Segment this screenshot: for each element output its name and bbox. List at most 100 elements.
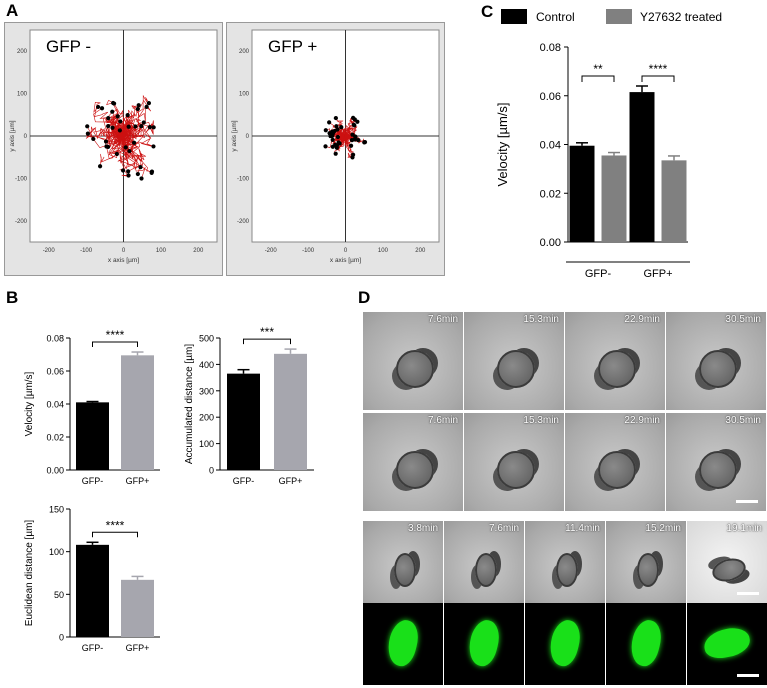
- y-tick-label: 200: [239, 49, 250, 55]
- track-endpoint: [337, 141, 342, 146]
- track-endpoint: [362, 139, 368, 145]
- cell-track: [120, 104, 138, 137]
- track-endpoint: [126, 169, 131, 174]
- timestamp-label: 22.9min: [624, 314, 660, 325]
- gfp-cell: [626, 617, 666, 669]
- timestamp-label: 7.6min: [427, 415, 458, 426]
- track-endpoint: [333, 142, 338, 147]
- track-endpoint: [350, 155, 355, 160]
- track-endpoint: [335, 134, 341, 140]
- brightfield-frame: 11.4min: [525, 521, 605, 603]
- cell: [396, 350, 434, 388]
- plot-title: GFP -: [46, 37, 91, 56]
- significance-stars: ****: [649, 62, 668, 76]
- y-tick-label: 150: [49, 505, 64, 515]
- significance-stars: ****: [106, 518, 125, 532]
- track-endpoint: [138, 165, 143, 170]
- panel-letter-c: C: [481, 2, 494, 21]
- track-endpoint: [144, 104, 149, 109]
- brightfield-frame: 15.3min: [464, 413, 564, 511]
- track-endpoint: [147, 125, 152, 130]
- track-endpoint: [125, 112, 130, 118]
- cell-track: [119, 135, 140, 172]
- accumulated-distance-chart: 0 100 200 300 400 500 Accumulated distance [µm…: [184, 325, 314, 486]
- cell-track: [122, 131, 154, 147]
- significance-stars: ****: [106, 328, 125, 342]
- track-endpoint: [330, 133, 335, 139]
- track-endpoint: [97, 164, 103, 169]
- significance-bracket: [641, 75, 675, 82]
- scale-bar: [737, 674, 759, 677]
- x-tick-label: 100: [156, 248, 167, 254]
- euclidean-distance-chart: 0 50 100 150 Euclidean distance [µm] GFP- GFP+…: [24, 505, 160, 653]
- bar: [76, 402, 109, 470]
- track-endpoint: [85, 131, 90, 136]
- track-endpoint: [323, 144, 328, 149]
- category-label: GFP+: [126, 643, 150, 653]
- y-tick-label: -200: [15, 219, 28, 225]
- fluorescence-frame: [525, 603, 605, 685]
- cell-track: [121, 94, 150, 137]
- bar: [569, 145, 595, 242]
- y-tick-label: 500: [199, 334, 214, 344]
- gfp-cell: [383, 617, 423, 669]
- bar: [629, 92, 655, 242]
- track-endpoint: [327, 131, 332, 136]
- y-axis-label: Velocity [µm/s]: [24, 371, 35, 436]
- track-endpoint: [339, 125, 344, 130]
- cell: [497, 451, 535, 489]
- y-tick-label: 100: [49, 547, 64, 557]
- timestamp-label: 15.2min: [645, 523, 681, 534]
- x-tick-label: 0: [344, 248, 348, 254]
- timestamp-label: 30.5min: [725, 415, 761, 426]
- y-axis-label: Velocity [µm/s]: [495, 102, 510, 186]
- y-tick-label: 0.06: [46, 367, 64, 377]
- track-endpoint: [327, 120, 332, 125]
- track-endpoint: [135, 106, 140, 112]
- track-endpoint: [352, 117, 357, 122]
- track-endpoint: [151, 144, 156, 149]
- fluorescence-frame: [606, 603, 686, 685]
- y-tick-label: 0: [209, 466, 214, 476]
- y-tick-label: 50: [54, 590, 64, 600]
- cell-track: [85, 126, 124, 143]
- category-label: GFP-: [82, 476, 104, 486]
- track-endpoint: [353, 134, 358, 139]
- track-endpoint: [106, 123, 111, 129]
- category-label: GFP+: [126, 476, 150, 486]
- brightfield-frame: 3.8min: [363, 521, 443, 603]
- y-tick-label: 0.04: [540, 140, 561, 152]
- significance-stars: **: [593, 62, 603, 76]
- timestamp-label: 11.4min: [565, 523, 600, 534]
- timestamp-label: 15.3min: [523, 415, 559, 426]
- panel-letter-a: A: [6, 1, 19, 20]
- category-label: GFP-: [82, 643, 104, 653]
- fluorescence-frame: [363, 603, 443, 685]
- cell-track: [343, 130, 356, 140]
- track-plot-gfp-minus: -200 -100 0 100 200 200 100 0 -100 -200 x axis [µm…: [4, 22, 223, 276]
- cell-track: [113, 103, 129, 137]
- cell: [475, 553, 497, 587]
- y-tick-label: 0: [24, 134, 28, 140]
- scale-bar: [737, 592, 759, 595]
- bar: [601, 155, 627, 242]
- legend: Control Y27632 treated: [501, 9, 722, 24]
- category-label: GFP-: [585, 268, 612, 280]
- significance-bracket: [92, 531, 138, 538]
- track-endpoint: [349, 138, 355, 143]
- track-endpoint: [120, 168, 126, 173]
- track-endpoint: [151, 125, 156, 130]
- scale-bar: [736, 500, 758, 503]
- y-tick-label: 0.00: [540, 237, 561, 249]
- track-endpoint: [96, 104, 101, 110]
- brightfield-frame: 7.6min: [363, 312, 463, 410]
- y-tick-label: 0.02: [540, 188, 561, 200]
- x-tick-label: 200: [193, 248, 204, 254]
- track-endpoint: [135, 171, 140, 177]
- brightfield-frame: 15.2min: [606, 521, 686, 603]
- y-axis-label: y axis [µm]: [9, 120, 16, 151]
- gfp-cell: [545, 617, 585, 669]
- timestamp-label: 7.6min: [427, 314, 458, 325]
- legend-label-control: Control: [536, 10, 575, 24]
- track-endpoint: [136, 103, 141, 108]
